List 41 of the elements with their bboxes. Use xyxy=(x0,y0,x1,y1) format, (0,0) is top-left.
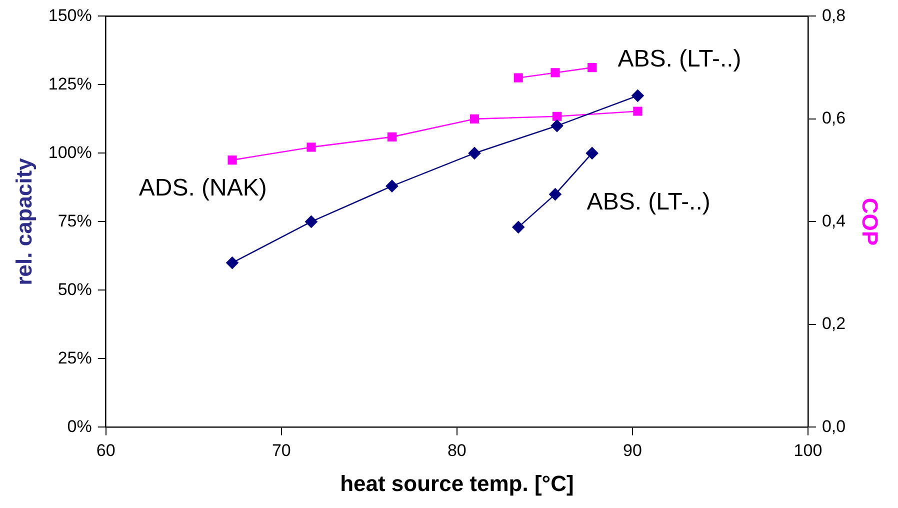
point xyxy=(387,132,397,142)
point xyxy=(470,114,480,124)
y2-tick-label: 0,6 xyxy=(822,108,846,128)
x-tick-label: 70 xyxy=(272,441,291,460)
point xyxy=(588,63,597,72)
point xyxy=(305,216,318,228)
y-axis-title: rel. capacity xyxy=(11,157,36,286)
point xyxy=(468,147,481,160)
y-tick-label: 125% xyxy=(48,74,92,94)
point xyxy=(632,90,644,102)
annotation: ADS. (NAK) xyxy=(138,174,267,202)
annotation: ABS. (LT-..) xyxy=(618,45,742,72)
x-tick-label: 60 xyxy=(96,441,116,460)
x-tick-label: 90 xyxy=(622,441,642,460)
point xyxy=(514,73,523,82)
y-tick-label: 150% xyxy=(48,6,92,25)
y-tick-label: 50% xyxy=(58,280,92,299)
x-tick-label: 80 xyxy=(447,441,466,460)
point xyxy=(550,68,560,78)
y2-tick-label: 0,4 xyxy=(822,211,846,230)
y-tick-label: 75% xyxy=(58,211,92,230)
point xyxy=(549,188,562,200)
x-axis-title: heat source temp. [°C] xyxy=(340,470,574,496)
y2-tick-label: 0,2 xyxy=(822,314,846,334)
annotation: ABS. (LT-..) xyxy=(586,188,710,216)
y2-axis-title: COP xyxy=(858,198,883,246)
point xyxy=(386,180,398,192)
point xyxy=(633,106,642,116)
x-tick-label: 100 xyxy=(794,441,822,460)
point xyxy=(552,112,562,121)
point xyxy=(550,120,564,132)
y-tick-label: 0% xyxy=(67,416,92,436)
y2-tick-label: 0,8 xyxy=(822,6,846,25)
y-tick-label: 100% xyxy=(48,142,92,162)
point xyxy=(512,221,525,234)
point xyxy=(226,256,238,269)
point xyxy=(586,147,598,160)
point xyxy=(228,156,237,165)
y-tick-label: 25% xyxy=(58,348,92,368)
point xyxy=(306,142,316,152)
y2-tick-label: 0,0 xyxy=(822,416,846,436)
